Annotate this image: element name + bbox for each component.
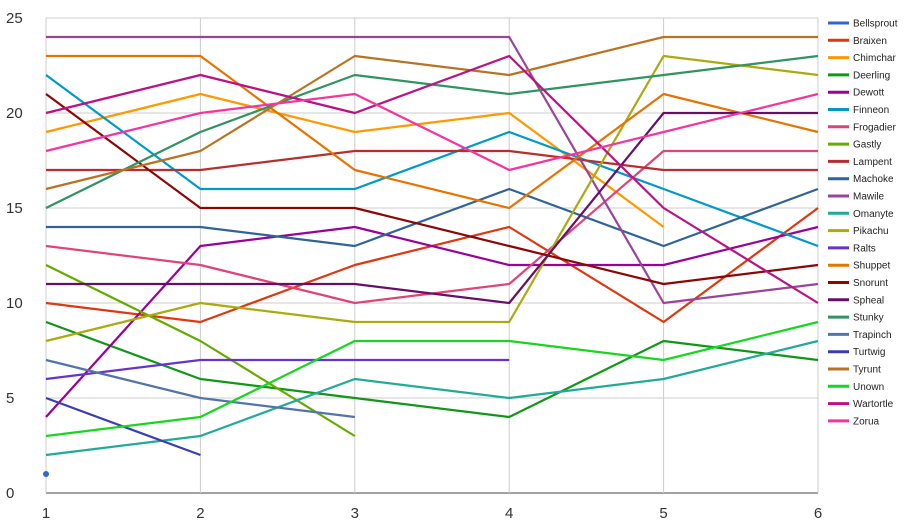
legend-label-lampent: Lampent xyxy=(853,157,892,168)
legend-label-bellsprout: Bellsprout xyxy=(853,19,898,30)
legend-label-turtwig: Turtwig xyxy=(853,347,885,358)
legend-label-unown: Unown xyxy=(853,382,884,393)
legend-label-dewott: Dewott xyxy=(853,88,884,99)
legend-label-snorunt: Snorunt xyxy=(853,278,888,289)
y-tick-label: 10 xyxy=(6,295,23,312)
x-tick-label: 5 xyxy=(659,505,667,522)
series-line-machoke xyxy=(46,187,819,248)
legend-label-braixen: Braixen xyxy=(853,36,887,47)
y-tick-label: 20 xyxy=(6,105,23,122)
y-tick-label: 25 xyxy=(6,10,23,27)
series-line-mawile xyxy=(46,35,819,305)
legend-label-wartortle: Wartortle xyxy=(853,399,894,410)
x-tick-label: 6 xyxy=(814,505,822,522)
legend-label-mawile: Mawile xyxy=(853,192,885,203)
y-tick-label: 5 xyxy=(6,390,14,407)
grid-layer xyxy=(45,17,819,494)
legend: Bellsprout Braixen Chimchar Deerling Dewott F… xyxy=(828,19,898,427)
legend-label-pikachu: Pikachu xyxy=(853,226,889,237)
legend-label-ralts: Ralts xyxy=(853,243,876,254)
y-tick-label: 15 xyxy=(6,200,23,217)
legend-label-frogadier: Frogadier xyxy=(853,122,896,133)
x-tick-label: 2 xyxy=(196,505,204,522)
legend-label-chimchar: Chimchar xyxy=(853,53,896,64)
legend-label-gastly: Gastly xyxy=(853,140,881,151)
series-line-gastly xyxy=(45,264,356,437)
series-line-tyrunt xyxy=(45,35,818,191)
series-line-omanyte xyxy=(45,339,819,457)
series-line-spheal xyxy=(46,111,818,305)
series-line-braixen xyxy=(45,207,819,324)
y-tick-label: 0 xyxy=(6,485,14,502)
series-line-unown xyxy=(45,320,819,438)
x-tick-label: 1 xyxy=(42,505,50,522)
axis-layer: 0 5 10 15 20 25 1 2 3 4 5 6 xyxy=(6,10,822,522)
series-line-shuppet xyxy=(46,54,819,210)
legend-label-omanyte: Omanyte xyxy=(853,209,894,220)
series-point-bellsprout xyxy=(43,471,49,477)
series-layer xyxy=(43,35,819,477)
legend-label-trapinch: Trapinch xyxy=(853,330,892,341)
series-line-pikachu xyxy=(45,54,819,343)
legend-label-stunky: Stunky xyxy=(853,313,884,324)
legend-label-machoke: Machoke xyxy=(853,174,894,185)
x-tick-label: 3 xyxy=(351,505,359,522)
legend-label-tyrunt: Tyrunt xyxy=(853,365,881,376)
series-line-ralts xyxy=(45,358,510,381)
series-line-snorunt xyxy=(45,93,819,286)
series-line-trapinch xyxy=(45,358,355,419)
series-line-zorua xyxy=(45,92,819,172)
x-tick-label: 4 xyxy=(505,505,513,522)
legend-label-deerling: Deerling xyxy=(853,70,890,81)
legend-label-finneon: Finneon xyxy=(853,105,889,116)
series-line-deerling xyxy=(45,320,819,419)
legend-label-zorua: Zorua xyxy=(853,416,880,427)
series-line-dewott xyxy=(45,225,819,418)
legend-label-spheal: Spheal xyxy=(853,295,884,306)
series-line-lampent xyxy=(46,149,818,172)
series-line-wartortle xyxy=(45,54,819,304)
legend-label-shuppet: Shuppet xyxy=(853,261,890,272)
